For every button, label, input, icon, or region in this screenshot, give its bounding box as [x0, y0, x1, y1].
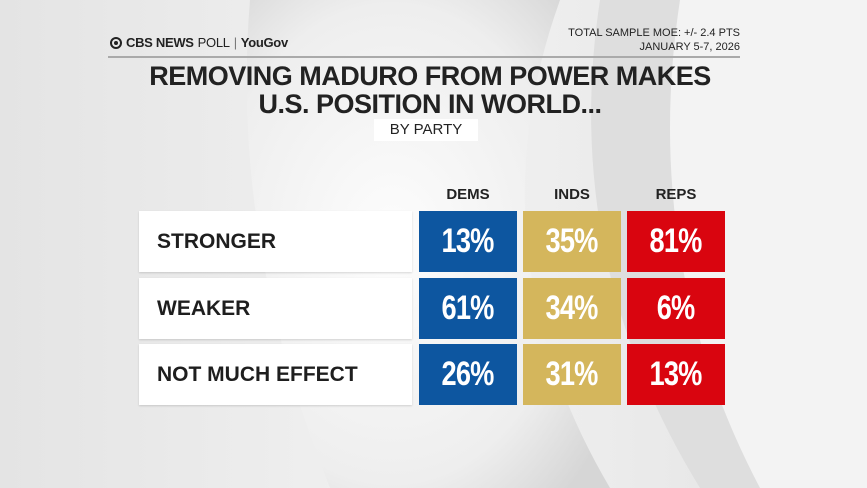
value-cell-reps: 13%	[627, 344, 725, 405]
row-label: WEAKER	[139, 278, 412, 339]
value-text: 81%	[649, 222, 703, 260]
cbs-news-poll-logo: CBS NEWS POLL | YouGov	[110, 35, 288, 50]
divider	[108, 56, 740, 58]
row-label: NOT MUCH EFFECT	[139, 344, 412, 405]
value-cell-inds: 31%	[523, 344, 621, 405]
value-text: 35%	[545, 222, 599, 260]
value-cell-reps: 6%	[627, 278, 725, 339]
value-cell-inds: 34%	[523, 278, 621, 339]
subtitle-badge: BY PARTY	[374, 119, 478, 141]
chart-title: REMOVING MADURO FROM POWER MAKES U.S. PO…	[149, 61, 711, 119]
value-text: 6%	[657, 289, 696, 327]
value-text: 34%	[545, 289, 599, 327]
poll-dates: JANUARY 5-7, 2026	[639, 41, 740, 53]
logo-separator: |	[233, 35, 237, 50]
value-text: 31%	[545, 355, 599, 393]
row-label: STRONGER	[139, 211, 412, 272]
value-cell-dems: 13%	[419, 211, 517, 272]
moe-text: TOTAL SAMPLE MOE: +/- 2.4 PTS	[568, 27, 740, 39]
column-header-reps: REPS	[655, 186, 697, 203]
value-cell-inds: 35%	[523, 211, 621, 272]
column-header-inds: INDS	[554, 186, 590, 203]
value-text: 13%	[441, 222, 495, 260]
value-cell-dems: 61%	[419, 278, 517, 339]
value-text: 61%	[441, 289, 495, 327]
poll-info: TOTAL SAMPLE MOE: +/- 2.4 PTS JANUARY 5-…	[568, 26, 740, 54]
value-text: 26%	[441, 355, 495, 393]
cbs-eye-icon	[110, 36, 122, 49]
value-cell-dems: 26%	[419, 344, 517, 405]
column-header-dems: DEMS	[446, 186, 490, 203]
value-cell-reps: 81%	[627, 211, 725, 272]
value-text: 13%	[649, 355, 703, 393]
